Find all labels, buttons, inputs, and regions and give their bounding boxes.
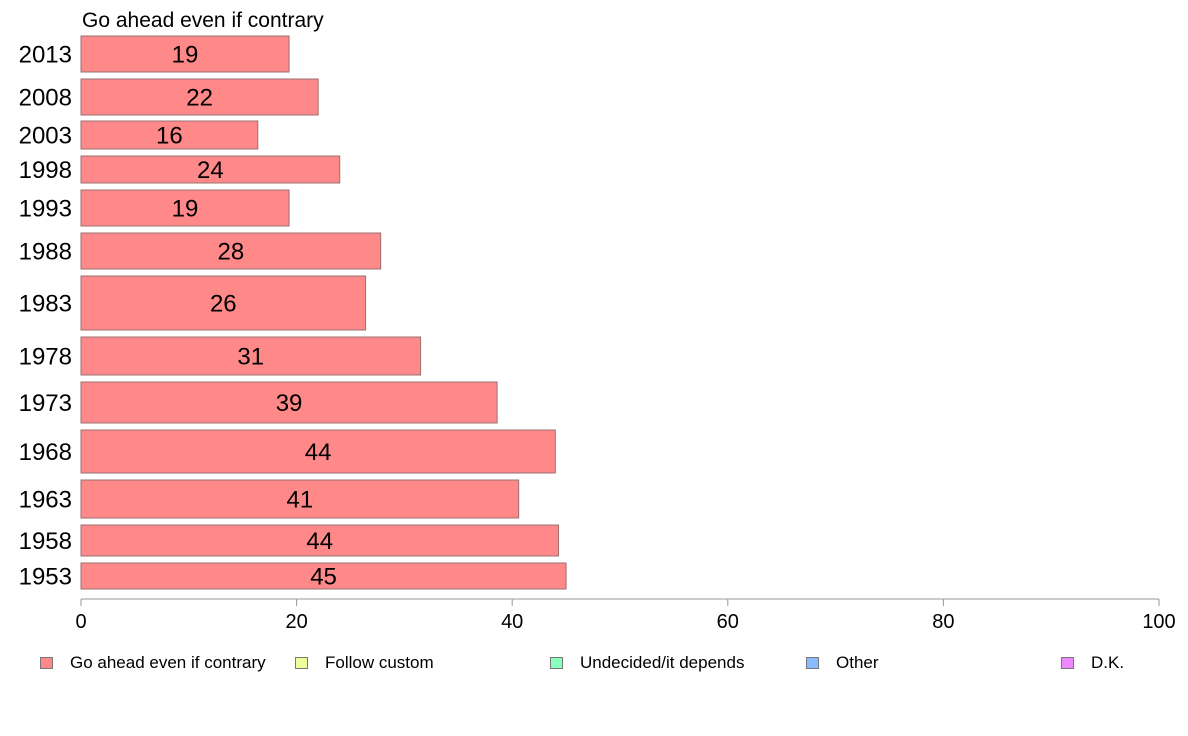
x-tick-label-100: 100 [1142,611,1175,633]
legend-swatch-undecided [550,657,563,669]
legend-swatch-other [806,657,819,669]
category-label-1993: 1993 [19,196,72,223]
category-label-2003: 2003 [19,123,72,150]
x-tick-label-40: 40 [501,611,523,633]
x-tick-label-60: 60 [717,611,739,633]
bar-1973 [80,381,498,424]
chart-title: Go ahead even if contrary [82,9,324,32]
data-label-1973: 39 [276,390,303,417]
x-tick-label-20: 20 [285,611,307,633]
category-label-1973: 1973 [19,390,72,417]
legend-label-go-ahead: Go ahead even if contrary [70,653,266,672]
x-tick-label-80: 80 [932,611,954,633]
legend-swatch-dk [1061,657,1074,669]
bar-1988 [80,232,382,270]
category-label-1988: 1988 [19,239,72,266]
data-label-1988: 28 [217,239,244,266]
category-label-2008: 2008 [19,85,72,112]
data-label-1968: 44 [305,439,332,466]
category-label-1978: 1978 [19,344,72,371]
legend-label-other: Other [836,653,879,672]
legend-item-other: Other [806,652,879,674]
legend-item-follow-custom: Follow custom [295,652,434,674]
bar-1968 [80,429,556,474]
category-label-1998: 1998 [19,157,72,184]
data-label-2008: 22 [186,85,213,112]
bar-2013 [80,35,290,73]
data-label-1953: 45 [310,564,337,591]
data-label-2013: 19 [172,42,199,69]
legend-label-follow-custom: Follow custom [325,653,434,672]
bar-1953 [80,562,567,590]
category-label-1968: 1968 [19,439,72,466]
legend-item-undecided: Undecided/it depends [550,652,744,674]
legend-swatch-go-ahead [40,657,53,669]
legend: Go ahead even if contrary Follow custom … [0,652,1188,676]
category-label-1953: 1953 [19,564,72,591]
category-label-1963: 1963 [19,487,72,514]
legend-item-go-ahead: Go ahead even if contrary [40,652,266,674]
legend-swatch-follow-custom [295,657,308,669]
legend-item-dk: D.K. [1061,652,1124,674]
bar-1963 [80,479,520,519]
x-axis: 0 20 40 60 80 100 [75,598,1176,633]
bar-1993 [80,189,290,227]
legend-label-undecided: Undecided/it depends [580,653,745,672]
x-tick-label-0: 0 [75,611,86,633]
category-label-1958: 1958 [19,528,72,555]
bar-1983 [80,275,367,331]
data-label-1963: 41 [286,487,313,514]
bar-2008 [80,78,319,116]
category-label-1983: 1983 [19,291,72,318]
data-label-1998: 24 [197,157,224,184]
bar-1978 [80,336,422,376]
legend-label-dk: D.K. [1091,653,1125,672]
data-label-1993: 19 [172,196,199,223]
data-label-2003: 16 [156,123,183,150]
data-label-1983: 26 [210,291,237,318]
data-label-1958: 44 [306,528,333,555]
bar-1998 [80,155,341,184]
category-label-2013: 2013 [19,42,72,69]
bar-2003 [80,120,259,150]
bars: 2013 19 2008 22 2003 16 1998 24 1993 19 1988 28 1983… [19,35,567,591]
bar-1958 [80,524,560,557]
data-label-1978: 31 [237,344,264,371]
